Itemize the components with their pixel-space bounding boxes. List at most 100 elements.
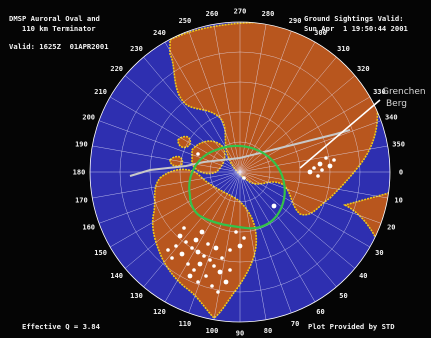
sighting-dot	[196, 152, 200, 156]
longitude-label-240: 240	[153, 29, 166, 37]
meridian-line	[188, 171, 241, 314]
meridian-line	[98, 120, 241, 173]
meridian-line	[239, 171, 292, 314]
map-title-line2: 110 km Terminator	[22, 24, 96, 33]
longitude-label-70: 70	[291, 320, 299, 328]
longitude-label-40: 40	[359, 272, 367, 280]
sighting-dot	[174, 244, 178, 248]
ground-sightings	[166, 152, 336, 294]
longitude-label-160: 160	[82, 224, 95, 232]
longitude-label-340: 340	[385, 113, 398, 121]
sighting-dot	[234, 230, 238, 234]
sighting-dot	[242, 176, 246, 180]
sighting-dot	[271, 203, 277, 209]
longitude-label-60: 60	[316, 308, 324, 316]
longitude-label-50: 50	[339, 292, 347, 300]
longitude-label-150: 150	[94, 249, 107, 257]
longitude-label-190: 190	[75, 141, 88, 149]
sighting-dot	[192, 268, 196, 272]
longitude-label-310: 310	[337, 45, 350, 53]
longitude-labels: 0 10 20 30 40 50 60 70 80 90 100 110 120 130 140 150 160…	[73, 8, 405, 338]
sighting-dot	[327, 163, 333, 169]
sighting-dot	[179, 251, 185, 257]
meridian-line	[239, 171, 382, 224]
sighting-dot	[242, 236, 246, 240]
meridian-line	[188, 30, 241, 173]
sighting-dot	[170, 256, 174, 260]
meridian-line	[239, 171, 388, 199]
sighting-dot	[228, 268, 232, 272]
longitude-label-350: 350	[392, 141, 405, 149]
meridian-line	[239, 120, 382, 173]
meridian-line	[239, 171, 371, 248]
sighting-dot	[317, 161, 323, 167]
longitude-label-80: 80	[264, 327, 272, 335]
longitude-label-120: 120	[153, 308, 166, 316]
meridian-line	[143, 171, 241, 288]
longitude-label-100: 100	[206, 327, 219, 335]
longitude-label-130: 130	[130, 292, 143, 300]
valid-time: Valid: 1625Z 01APR2001	[9, 42, 109, 51]
sighting-dot	[195, 249, 201, 255]
longitude-label-320: 320	[357, 65, 370, 73]
sighting-dot	[190, 246, 194, 250]
sighting-dot	[332, 158, 336, 162]
meridian-line	[239, 56, 337, 173]
longitude-label-220: 220	[110, 65, 123, 73]
callout-location-2: Berg	[386, 99, 407, 109]
longitude-label-10: 10	[394, 197, 402, 205]
longitude-label-210: 210	[94, 88, 107, 96]
meridian-line	[239, 96, 371, 173]
meridian-line	[239, 171, 337, 288]
sighting-dot	[223, 279, 229, 285]
longitude-label-250: 250	[179, 17, 192, 25]
meridian-line	[109, 171, 241, 248]
meridian-line	[164, 171, 241, 303]
sighting-dot	[204, 274, 208, 278]
sighting-dot	[177, 233, 183, 239]
sighting-dot	[324, 156, 328, 160]
sighting-dot	[228, 248, 232, 252]
sighting-dot	[212, 264, 216, 268]
sighting-dot	[316, 174, 320, 178]
meridian-line	[239, 30, 292, 173]
sighting-dot	[199, 229, 205, 235]
sighting-dot	[320, 168, 324, 172]
sighting-dot	[307, 169, 313, 175]
sighting-dot	[213, 245, 219, 251]
meridian-line	[239, 75, 356, 173]
sighting-dot	[186, 262, 190, 266]
longitude-label-0: 0	[399, 169, 403, 177]
longitude-label-90: 90	[236, 330, 244, 338]
sighting-dot	[184, 240, 188, 244]
meridian-line	[98, 171, 241, 224]
provider-credit: Plot Provided by STD	[308, 322, 395, 331]
sighting-dot	[202, 254, 206, 258]
longitude-label-170: 170	[75, 197, 88, 205]
callout-location-1: Grenchen	[382, 87, 426, 97]
longitude-label-260: 260	[206, 10, 219, 18]
longitude-label-20: 20	[387, 224, 395, 232]
meridian-line	[239, 145, 388, 173]
sighting-dot	[220, 256, 224, 260]
longitude-label-290: 290	[289, 17, 302, 25]
sighting-dot	[210, 284, 214, 288]
sightings-valid-time: Sun Apr 1 19:50:44 2001	[304, 24, 408, 33]
longitude-label-230: 230	[130, 45, 143, 53]
meridian-line	[124, 171, 241, 269]
meridian-line	[143, 56, 241, 173]
meridian-line	[92, 171, 241, 199]
meridian-line	[92, 145, 241, 173]
longitude-label-270: 270	[234, 8, 247, 16]
sighting-dot	[312, 166, 316, 170]
sighting-dot	[217, 269, 223, 275]
meridian-line	[164, 41, 241, 173]
graticule	[90, 22, 390, 322]
longitude-label-300: 300	[314, 29, 327, 37]
sightings-valid-label: Ground Sightings Valid:	[304, 14, 404, 23]
meridian-line	[239, 171, 267, 320]
longitude-label-180: 180	[73, 169, 86, 177]
sighting-dot	[208, 258, 212, 262]
map-title-line1: DMSP Auroral Oval and	[9, 14, 100, 23]
